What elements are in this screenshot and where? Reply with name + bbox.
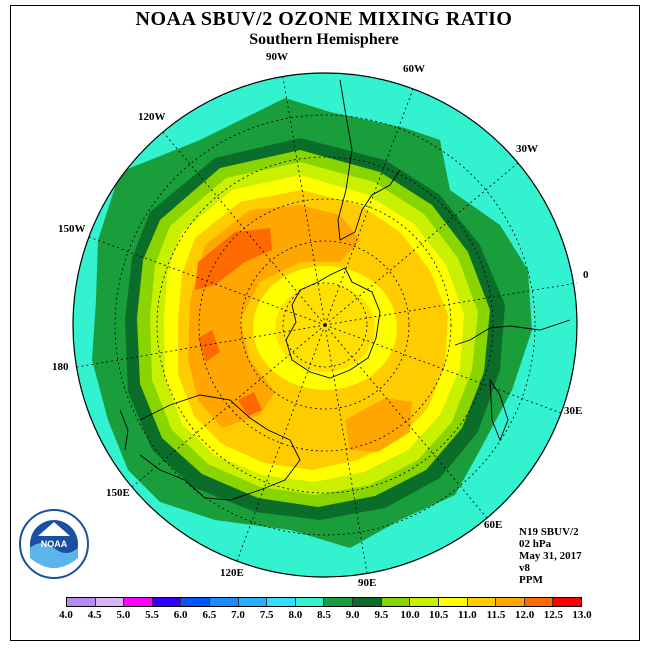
ozone-band-12.0-a — [195, 228, 272, 290]
colorbar-tick-label: 12.5 — [543, 609, 563, 621]
australia-coast — [139, 394, 301, 501]
colorbar-tick-label: 4.5 — [87, 609, 102, 621]
noaa-logo-text: NOAA — [41, 539, 68, 549]
colorbar-swatch-11.5 — [496, 598, 525, 606]
colorbar-swatch-11.0 — [467, 598, 497, 606]
colorbar-tick-label: 5.0 — [116, 609, 131, 621]
antarctica-coast — [285, 267, 381, 379]
ozone-field — [73, 73, 577, 577]
colorbar-swatch-8.5 — [324, 598, 354, 606]
colorbar-tick-label: 9.5 — [374, 609, 389, 621]
longitude-labels: 0 30E 60E 90E 120E 150E 180 150W 120W 90… — [52, 51, 589, 589]
lon-label-90e: 90E — [358, 577, 376, 589]
info-instrument: N19 SBUV/2 — [519, 526, 579, 538]
colorbar-swatch-8.0 — [295, 598, 325, 606]
colorbar-swatch-4.0 — [67, 598, 96, 606]
colorbar-swatch-6.5 — [210, 598, 239, 606]
colorbar-tick-labels: 4.0 4.5 5.0 5.5 6.0 6.5 7.0 7.5 8.0 8.5 9.0 9.5 10.0… — [0, 609, 648, 623]
madagascar-coast — [489, 378, 509, 442]
colorbar-swatch-6.0 — [181, 598, 211, 606]
colorbar-tick-label: 10.5 — [429, 609, 449, 621]
lon-label-120w: 120W — [138, 111, 166, 123]
lon-label-0: 0 — [583, 269, 589, 281]
figure-frame — [10, 5, 640, 641]
map-subtitle: Southern Hemisphere — [249, 31, 399, 48]
colorbar-tick-label: 12.0 — [515, 609, 535, 621]
colorbar-tick-label: 8.5 — [317, 609, 331, 621]
lon-label-180: 180 — [52, 361, 69, 373]
colorbar-swatch-4.5 — [95, 598, 125, 606]
colorbar-swatch-7.0 — [238, 598, 268, 606]
info-version: v8 — [519, 562, 530, 574]
lon-label-60w: 60W — [403, 63, 425, 75]
lon-label-60e: 60E — [484, 519, 502, 531]
colorbar-tick-label: 11.5 — [486, 609, 506, 621]
ozone-band-12.0-b — [198, 330, 220, 362]
info-units: PPM — [519, 574, 543, 586]
latitude-grid — [114, 114, 536, 536]
colorbar-swatch-5.0 — [124, 598, 153, 606]
lon-label-30e: 30E — [564, 405, 582, 417]
map-border — [72, 72, 578, 578]
colorbar-tick-label: 7.0 — [231, 609, 245, 621]
south-america-coast — [337, 79, 401, 241]
colorbar-swatch-5.5 — [152, 598, 182, 606]
ozone-band-12.0-c — [238, 392, 262, 416]
colorbar-tick-label: 5.5 — [145, 609, 159, 621]
colorbar-tick-label: 4.0 — [59, 609, 73, 621]
ozone-band-11.5-east — [345, 398, 412, 452]
colorbar-tick-label: 13.0 — [572, 609, 592, 621]
africa-coast — [454, 319, 571, 346]
info-pressure: 02 hPa — [519, 538, 552, 550]
colorbar-tick-label: 10.0 — [400, 609, 420, 621]
colorbar-swatch-10.5 — [438, 598, 468, 606]
colorbar — [66, 597, 582, 607]
colorbar-tick-label: 9.0 — [345, 609, 360, 621]
new-zealand-coast — [119, 409, 129, 451]
coastlines — [119, 79, 571, 501]
colorbar-swatch-10.0 — [410, 598, 439, 606]
map-title: NOAA SBUV/2 OZONE MIXING RATIO — [135, 8, 513, 30]
lon-label-30w: 30W — [516, 143, 538, 155]
lon-label-120e: 120E — [220, 567, 244, 579]
colorbar-swatch-7.5 — [267, 598, 296, 606]
colorbar-tick-label: 8.0 — [288, 609, 303, 621]
noaa-logo-icon: NOAA — [19, 509, 89, 579]
colorbar-tick-label: 11.0 — [458, 609, 477, 621]
colorbar-swatch-12.0 — [524, 598, 554, 606]
colorbar-swatch-9.0 — [353, 598, 382, 606]
lon-label-150w: 150W — [58, 223, 86, 235]
colorbar-tick-label: 6.5 — [202, 609, 217, 621]
lon-label-150e: 150E — [106, 487, 130, 499]
ozone-inner-11.0 — [275, 284, 375, 372]
colorbar-tick-label: 7.5 — [259, 609, 274, 621]
colorbar-tick-label: 6.0 — [173, 609, 188, 621]
lon-label-90w: 90W — [266, 51, 288, 63]
colorbar-swatch-9.5 — [381, 598, 411, 606]
info-date: May 31, 2017 — [519, 550, 582, 562]
colorbar-swatch-12.5 — [553, 598, 581, 606]
